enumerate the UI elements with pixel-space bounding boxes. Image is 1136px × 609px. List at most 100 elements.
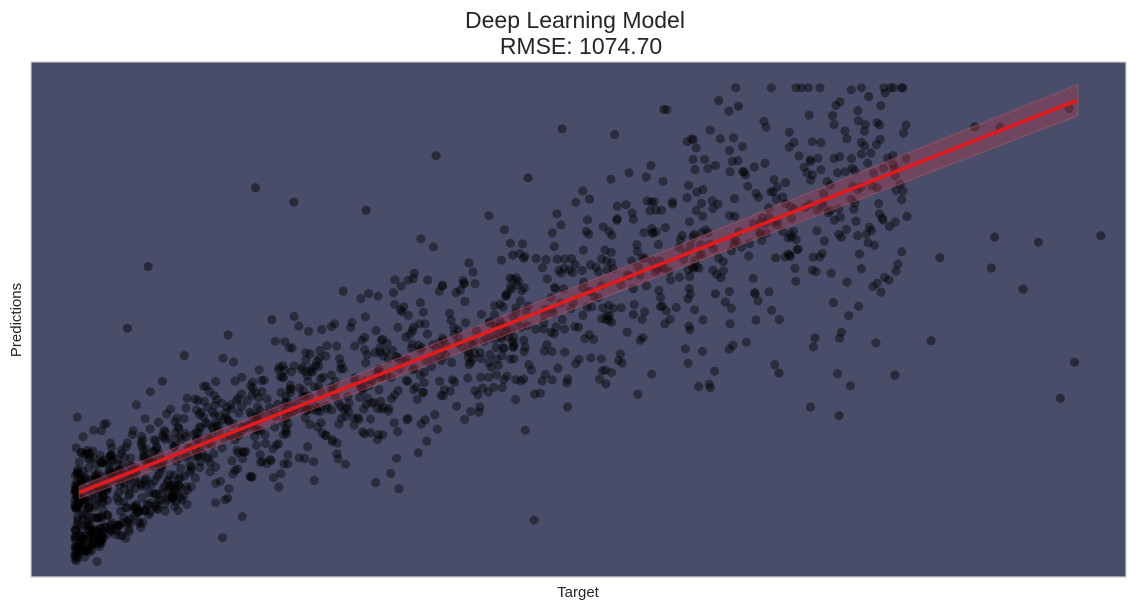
data-point xyxy=(546,327,556,337)
data-point xyxy=(71,483,81,493)
data-point xyxy=(74,469,84,479)
data-point xyxy=(508,342,518,352)
data-point xyxy=(502,371,512,381)
data-point xyxy=(340,459,351,469)
data-point xyxy=(727,156,737,166)
data-point xyxy=(526,365,537,375)
data-point xyxy=(199,396,209,406)
data-point xyxy=(786,202,796,212)
data-point xyxy=(285,380,295,390)
data-point xyxy=(300,454,310,464)
data-point xyxy=(647,369,657,379)
data-point xyxy=(665,314,675,324)
data-point xyxy=(314,361,324,371)
data-point xyxy=(315,345,325,356)
data-point xyxy=(375,343,385,353)
data-point xyxy=(228,357,239,367)
data-point xyxy=(159,432,169,442)
data-point xyxy=(768,187,778,197)
data-point xyxy=(87,545,97,555)
data-point xyxy=(748,273,758,283)
data-point xyxy=(94,532,104,543)
data-point xyxy=(475,347,485,358)
data-point xyxy=(91,525,101,535)
data-point xyxy=(237,453,248,464)
data-point xyxy=(97,511,107,521)
data-point xyxy=(149,488,159,498)
data-point xyxy=(89,512,99,522)
data-point xyxy=(577,265,587,276)
data-point xyxy=(411,382,421,392)
data-point xyxy=(159,425,169,436)
data-point xyxy=(326,370,336,380)
data-point xyxy=(516,376,526,386)
data-point xyxy=(200,417,211,428)
data-point xyxy=(683,358,693,368)
data-point xyxy=(580,333,590,344)
data-point xyxy=(874,120,885,130)
data-point xyxy=(99,490,109,500)
data-point xyxy=(117,531,127,541)
data-point xyxy=(519,347,529,357)
data-point xyxy=(174,489,184,499)
data-point xyxy=(349,420,359,430)
data-point xyxy=(183,485,193,495)
data-point xyxy=(412,394,422,404)
data-point xyxy=(787,232,797,242)
data-point xyxy=(682,136,692,147)
data-point xyxy=(162,477,173,487)
data-point xyxy=(796,83,806,93)
data-point xyxy=(360,429,370,439)
data-point xyxy=(601,379,611,389)
data-point xyxy=(725,211,735,221)
data-point xyxy=(81,510,91,520)
data-point xyxy=(422,436,432,446)
data-point xyxy=(778,192,788,202)
data-point xyxy=(228,419,238,429)
data-point xyxy=(88,535,98,545)
data-point xyxy=(468,267,478,277)
data-point xyxy=(70,501,80,511)
data-point xyxy=(353,413,363,423)
data-point xyxy=(898,83,908,93)
data-point xyxy=(780,252,790,262)
data-point xyxy=(70,550,80,561)
data-point xyxy=(76,539,86,549)
data-point xyxy=(604,315,614,325)
data-point xyxy=(195,457,205,467)
data-point xyxy=(726,303,737,313)
data-point xyxy=(281,391,291,401)
data-point xyxy=(221,407,231,417)
data-point xyxy=(521,305,531,316)
data-point xyxy=(438,333,448,343)
data-point xyxy=(157,430,167,440)
data-point xyxy=(891,266,901,276)
data-point xyxy=(806,175,816,185)
data-point xyxy=(220,495,230,505)
data-point xyxy=(83,463,93,473)
data-point xyxy=(70,494,80,505)
data-point xyxy=(853,116,863,126)
data-point xyxy=(554,265,564,275)
data-point xyxy=(350,341,360,351)
data-point xyxy=(264,403,275,413)
data-point xyxy=(98,498,108,508)
data-point xyxy=(160,499,170,509)
data-point xyxy=(355,392,365,402)
data-point xyxy=(182,499,192,509)
data-point xyxy=(81,495,91,505)
data-point xyxy=(490,301,500,311)
data-point xyxy=(137,431,147,441)
data-point xyxy=(236,389,247,399)
data-point xyxy=(163,475,173,485)
data-point xyxy=(205,467,215,477)
data-point xyxy=(375,347,385,357)
data-point xyxy=(560,324,570,334)
data-point xyxy=(341,403,352,413)
data-point xyxy=(808,342,819,352)
data-point xyxy=(751,188,761,198)
data-point xyxy=(685,325,695,335)
data-point xyxy=(119,513,129,523)
data-point xyxy=(116,506,126,516)
data-point xyxy=(416,419,426,429)
